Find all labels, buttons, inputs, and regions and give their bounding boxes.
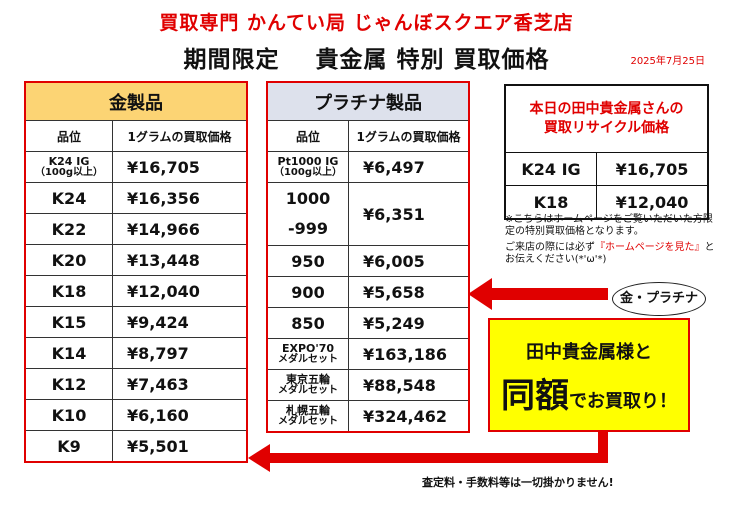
- gold-first-grade: K24 IG: [48, 155, 90, 168]
- tanaka-grade: K18: [504, 185, 597, 220]
- platinum-grade-cell: Pt1000 IG （100g以上）: [266, 151, 349, 183]
- medal-name-cell: 東京五輪 メダルセット: [266, 369, 349, 401]
- gold-price: ¥16,356: [112, 182, 248, 214]
- gold-grade: K12: [24, 368, 113, 400]
- gold-grade: K15: [24, 306, 113, 338]
- promo-line2: 同額でお買取り！: [490, 368, 688, 417]
- visit-note-b: とお伝えください(*'ω'*): [505, 242, 715, 265]
- platinum-price: ¥5,658: [348, 276, 470, 308]
- campaign-right: 貴金属 特別 買取価格: [315, 47, 550, 73]
- gold-price-table: 金製品 品位 1グラムの買取価格 K24 IG （100g以上） ¥16,705…: [24, 81, 248, 463]
- platinum-1000-grade-cell: 1000 -999: [266, 182, 349, 246]
- gold-grade: K22: [24, 213, 113, 245]
- medal-price: ¥163,186: [348, 338, 470, 370]
- medal-set-label: メダルセット: [278, 416, 338, 427]
- medal-price: ¥324,462: [348, 400, 470, 433]
- platinum-999-grade: -999: [287, 219, 329, 238]
- lower-arrow-icon: [248, 432, 608, 472]
- platinum-first-grade: Pt1000 IG: [277, 155, 339, 168]
- promo-box: 田中貴金属様と 同額でお買取り！: [488, 318, 690, 432]
- campaign-left: 期間限定: [183, 47, 280, 73]
- gold-col-grade: 品位: [24, 120, 113, 152]
- tanaka-grade: K24 IG: [504, 152, 597, 186]
- platinum-1000-grade: 1000: [285, 189, 331, 208]
- tanaka-table-title: 本日の田中貴金属さんの 買取リサイクル価格: [504, 84, 709, 153]
- medal-name-cell: EXPO'70 メダルセット: [266, 338, 349, 370]
- gold-grade: K20: [24, 244, 113, 276]
- medal-price: ¥88,548: [348, 369, 470, 401]
- no-fee-note: 査定料・手数料等は一切掛かりません!: [422, 476, 614, 489]
- medal-set-label: メダルセット: [278, 385, 338, 396]
- platinum-1000-price: ¥6,351: [348, 182, 470, 246]
- promo-buy-text: でお買取り！: [569, 391, 677, 412]
- tanaka-price: ¥16,705: [596, 152, 709, 186]
- date-label: 2025年7月25日: [630, 56, 705, 67]
- upper-arrow-icon: [468, 278, 608, 310]
- visit-note-a: ご来店の際には必ず: [505, 242, 595, 253]
- web-only-note: ※こちらはホームページをご覧いただいた方限定の特別買取価格となります。: [505, 214, 713, 237]
- gold-grade: K18: [24, 275, 113, 307]
- platinum-price: ¥6,005: [348, 245, 470, 277]
- tanaka-title-line2: 買取リサイクル価格: [543, 120, 670, 136]
- platinum-grade: 900: [266, 276, 349, 308]
- tanaka-title-line1: 本日の田中貴金属さんの: [529, 101, 684, 117]
- platinum-grade: 850: [266, 307, 349, 339]
- gold-first-grade-note: （100g以上）: [34, 167, 104, 178]
- platinum-col-grade: 品位: [266, 120, 349, 152]
- store-title: 買取専門 かんてい局 じゃんぼスクエア香芝店: [159, 12, 574, 34]
- platinum-first-grade-note: （100g以上）: [273, 167, 343, 178]
- gold-col-price: 1グラムの買取価格: [112, 120, 248, 152]
- promo-line1: 田中貴金属様と: [526, 342, 652, 363]
- visit-note-highlight: 『ホームページを見た』: [595, 242, 705, 253]
- platinum-table-title: プラチナ製品: [266, 81, 470, 121]
- medal-name: 札幌五輪: [286, 404, 330, 417]
- promo-same-price: 同額: [501, 376, 569, 416]
- platinum-col-price: 1グラムの買取価格: [348, 120, 470, 152]
- gold-price: ¥5,501: [112, 430, 248, 463]
- platinum-price-table: プラチナ製品 品位 1グラムの買取価格 Pt1000 IG （100g以上） ¥…: [266, 81, 470, 433]
- tanaka-price: ¥12,040: [596, 185, 709, 220]
- gold-price: ¥7,463: [112, 368, 248, 400]
- gold-grade-cell: K24 IG （100g以上）: [24, 151, 113, 183]
- speech-bubble: 金・プラチナ: [612, 282, 706, 316]
- medal-set-label: メダルセット: [278, 354, 338, 365]
- gold-first-price: ¥16,705: [112, 151, 248, 183]
- medal-name: EXPO'70: [281, 342, 335, 355]
- gold-price: ¥6,160: [112, 399, 248, 431]
- medal-name: 東京五輪: [286, 373, 330, 386]
- medal-name-cell: 札幌五輪 メダルセット: [266, 400, 349, 433]
- gold-grade: K14: [24, 337, 113, 369]
- gold-table-title: 金製品: [24, 81, 248, 121]
- gold-grade: K24: [24, 182, 113, 214]
- tanaka-price-table: 本日の田中貴金属さんの 買取リサイクル価格 K24 IG ¥16,705 K18 ¥…: [504, 84, 709, 220]
- gold-grade: K10: [24, 399, 113, 431]
- campaign-title: 期間限定 貴金属 特別 買取価格: [0, 40, 733, 74]
- visit-note: ご来店の際には必ず『ホームページを見た』とお伝えください(*'ω'*): [505, 242, 715, 266]
